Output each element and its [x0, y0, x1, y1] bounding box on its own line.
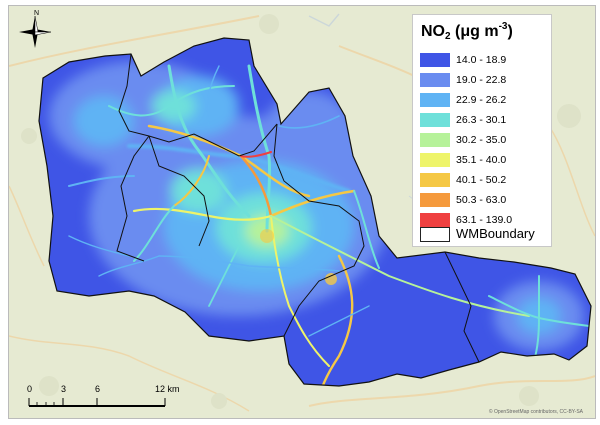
city-centre-hotspot — [260, 229, 274, 243]
scale-tick-label: 0 — [27, 384, 33, 394]
scale-bar-graphic — [28, 398, 166, 407]
legend-swatch — [420, 113, 450, 127]
legend-swatch — [420, 193, 450, 207]
district-boundaries — [116, 53, 480, 363]
legend-swatch — [420, 73, 450, 87]
map-legend: NO2 (μg m-3) 14.0 - 18.9 19.0 - 22.8 22.… — [412, 14, 552, 247]
legend-label: 19.0 - 22.8 — [456, 74, 507, 86]
north-arrow: N — [15, 10, 55, 52]
scale-tick-label: 12 km — [155, 384, 180, 394]
boundary-swatch — [420, 227, 450, 242]
north-label: N — [34, 10, 40, 17]
legend-label: 30.2 - 35.0 — [456, 134, 507, 146]
legend-label: 35.1 - 40.0 — [456, 154, 507, 166]
compass-icon — [19, 15, 52, 48]
legend-swatch — [420, 173, 450, 187]
scale-tick-label: 3 — [61, 384, 67, 394]
scale-tick-label: 6 — [95, 384, 101, 394]
legend-swatch — [420, 53, 450, 67]
legend-label: 63.1 - 139.0 — [456, 214, 513, 226]
legend-label: 14.0 - 18.9 — [456, 54, 507, 66]
legend-swatch — [420, 213, 450, 227]
scale-bar: 0 3 6 12 km — [27, 384, 195, 414]
legend-swatch — [420, 133, 450, 147]
legend-swatch — [420, 93, 450, 107]
legend-label: 26.3 - 30.1 — [456, 114, 507, 126]
legend-label: 40.1 - 50.2 — [456, 174, 507, 186]
legend-title: NO2 (μg m-3) — [421, 21, 513, 42]
outer-boundary — [38, 37, 592, 387]
map-attribution: © OpenStreetMap contributors, CC-BY-SA — [488, 409, 583, 415]
legend-label: 50.3 - 63.0 — [456, 194, 507, 206]
legend-swatch — [420, 153, 450, 167]
road-network — [68, 64, 590, 386]
boundary-label: WMBoundary — [456, 226, 535, 241]
map-frame: N NO2 (μg m-3) 14.0 - 18.9 19.0 - 22.8 2… — [8, 5, 596, 419]
legend-label: 22.9 - 26.2 — [456, 94, 507, 106]
hotspot-marker — [325, 273, 337, 285]
